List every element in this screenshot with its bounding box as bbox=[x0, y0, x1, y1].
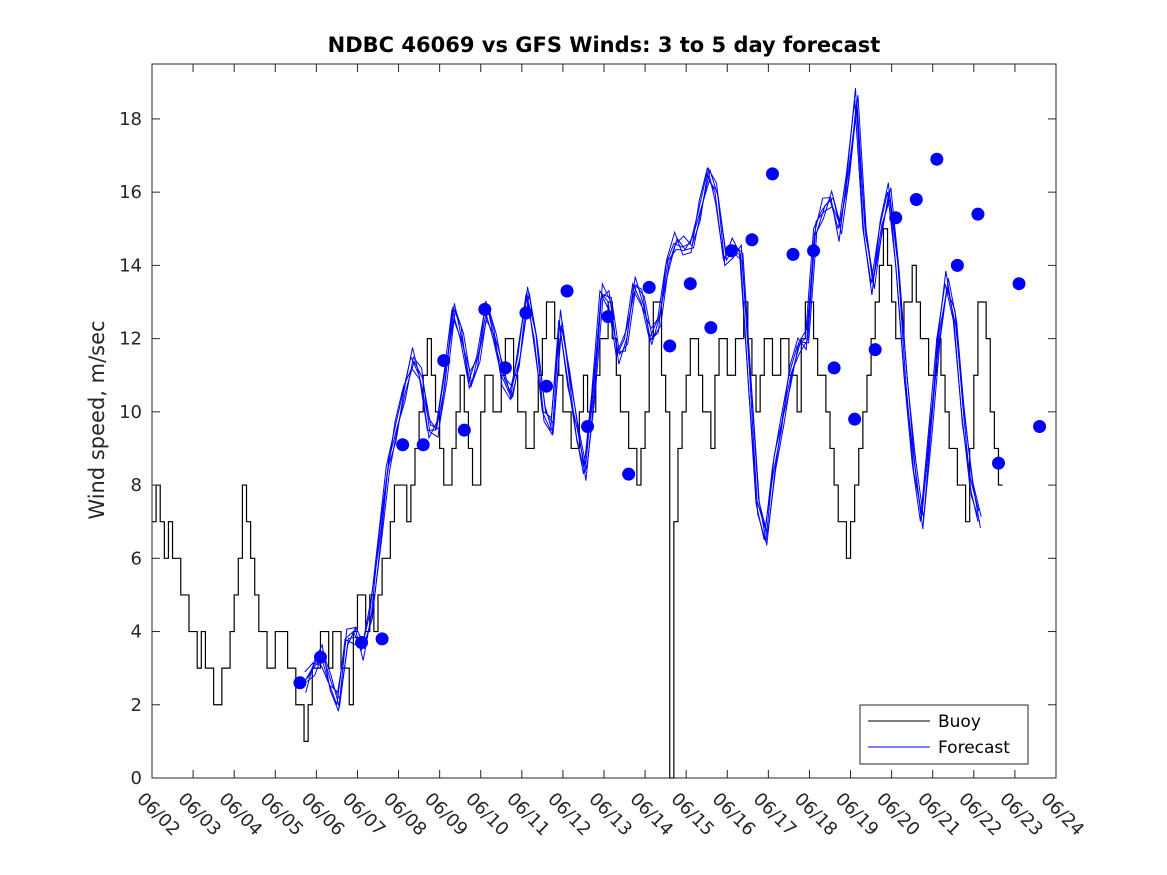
forecast-marker bbox=[642, 280, 656, 294]
legend-box bbox=[859, 704, 1029, 765]
forecast-marker bbox=[313, 650, 327, 664]
forecast-marker bbox=[1033, 419, 1047, 433]
forecast-marker bbox=[704, 321, 718, 335]
y-tick-label: 2 bbox=[131, 695, 142, 716]
forecast-marker bbox=[724, 244, 738, 258]
forecast-marker bbox=[622, 467, 636, 481]
forecast-marker bbox=[1012, 277, 1026, 291]
forecast-marker bbox=[375, 632, 389, 646]
forecast-marker bbox=[765, 167, 779, 181]
forecast-marker bbox=[663, 339, 677, 353]
y-tick-label: 0 bbox=[131, 768, 142, 789]
legend-label-buoy: Buoy bbox=[938, 712, 981, 732]
forecast-marker bbox=[786, 247, 800, 261]
y-tick-label: 16 bbox=[119, 182, 142, 203]
y-axis-label: Wind speed, m/sec bbox=[85, 320, 109, 519]
y-tick-label: 10 bbox=[119, 402, 142, 423]
forecast-marker bbox=[519, 306, 533, 320]
series-forecast-line-4 bbox=[306, 105, 981, 708]
forecast-marker bbox=[355, 636, 369, 650]
series-layer bbox=[152, 88, 1003, 779]
forecast-marker bbox=[745, 233, 759, 247]
series-forecast-line-2 bbox=[304, 88, 980, 693]
forecast-marker bbox=[293, 676, 307, 690]
forecast-marker bbox=[930, 152, 944, 166]
series-buoy-line bbox=[152, 228, 1003, 779]
forecast-marker bbox=[807, 244, 821, 258]
forecast-marker bbox=[991, 456, 1005, 470]
forecast-marker bbox=[683, 277, 697, 291]
forecast-marker bbox=[498, 361, 512, 375]
forecast-marker bbox=[478, 302, 492, 316]
plot-background bbox=[152, 64, 1056, 778]
series-forecast-line-5 bbox=[306, 95, 982, 701]
legend-label-forecast: Forecast bbox=[938, 738, 1010, 758]
forecast-marker bbox=[581, 419, 595, 433]
forecast-marker bbox=[868, 343, 882, 357]
chart-title: NDBC 46069 vs GFS Winds: 3 to 5 day fore… bbox=[328, 33, 881, 57]
forecast-marker bbox=[539, 379, 553, 393]
forecast-marker bbox=[437, 354, 451, 368]
forecast-marker bbox=[889, 211, 903, 225]
y-tick-label: 14 bbox=[119, 255, 142, 276]
y-tick-label: 4 bbox=[131, 622, 142, 643]
legend: Buoy Forecast bbox=[859, 704, 1029, 765]
forecast-marker bbox=[601, 310, 615, 324]
forecast-marker bbox=[416, 438, 430, 452]
y-tick-label: 6 bbox=[131, 548, 142, 569]
forecast-marker bbox=[909, 192, 923, 206]
forecast-marker bbox=[827, 361, 841, 375]
forecast-marker bbox=[560, 284, 574, 298]
forecast-marker bbox=[950, 258, 964, 272]
y-tick-label: 12 bbox=[119, 329, 142, 350]
plot-area bbox=[152, 64, 1056, 778]
forecast-marker bbox=[457, 423, 471, 437]
y-tick-label: 8 bbox=[131, 475, 142, 496]
forecast-marker bbox=[848, 412, 862, 426]
y-tick-label: 18 bbox=[119, 109, 142, 130]
forecast-marker bbox=[396, 438, 410, 452]
marker-layer bbox=[293, 152, 1047, 690]
forecast-marker bbox=[971, 207, 985, 221]
